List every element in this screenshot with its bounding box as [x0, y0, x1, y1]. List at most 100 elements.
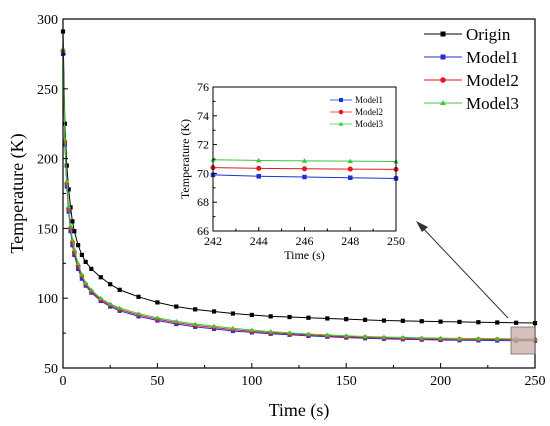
inset-legend-marker-model2 [338, 109, 344, 115]
data-point-origin [79, 252, 84, 258]
legend-marker-model3 [440, 100, 446, 106]
x-tick-label: 150 [336, 374, 357, 389]
data-point-model3 [117, 305, 123, 310]
data-point-model3 [287, 330, 293, 335]
data-point-origin [476, 320, 481, 325]
data-point-origin [306, 315, 311, 320]
y-tick-label: 300 [37, 13, 58, 28]
inset-data-point-model3 [301, 158, 308, 163]
data-point-model1 [70, 243, 75, 248]
data-point-origin [287, 314, 292, 320]
y-tick-label: 250 [37, 83, 58, 98]
inset-legend-label-model3: Model3 [355, 119, 383, 129]
inset-data-point-model3 [256, 157, 262, 163]
data-point-model3 [419, 335, 425, 340]
x-tick-label: 250 [525, 374, 546, 389]
legend: Origin Model1 Model2 Model3 [424, 25, 519, 113]
data-point-origin [98, 275, 103, 280]
data-point-origin [514, 320, 519, 325]
data-point-origin [344, 317, 349, 322]
legend-marker-model2 [440, 77, 446, 83]
data-point-origin [400, 318, 405, 323]
data-point-model3 [230, 325, 236, 331]
inset-legend-marker-model1 [339, 98, 343, 102]
zoom-annotation [416, 221, 536, 355]
y-tick-label: 100 [37, 292, 58, 307]
data-point-model1 [79, 276, 84, 281]
x-tick-label: 0 [60, 374, 67, 389]
inset-x-tick-label: 246 [296, 234, 314, 248]
y-tick-label: 50 [44, 362, 58, 377]
data-point-origin [136, 294, 141, 299]
data-point-origin [117, 287, 122, 292]
data-point-model3 [83, 280, 89, 285]
data-point-model3 [324, 332, 330, 337]
x-tick-label: 100 [241, 374, 262, 389]
data-point-model3 [475, 336, 481, 341]
data-point-origin [325, 316, 330, 321]
inset-plot: 242 244 246 248 250 66 68 70 72 74 76 Time (s) Tempe… [178, 80, 405, 262]
data-point-model3 [136, 311, 142, 316]
data-point-origin [381, 318, 387, 323]
inset-y-tick-label: 68 [197, 195, 209, 209]
data-point-model3 [343, 333, 349, 338]
data-point-origin [64, 163, 69, 168]
legend-label-model3: Model3 [466, 94, 519, 113]
data-point-origin [438, 319, 443, 324]
data-point-model3 [69, 237, 75, 242]
inset-x-tick-label: 248 [341, 234, 359, 248]
x-tick-label: 200 [430, 374, 451, 389]
data-point-model3 [68, 223, 74, 228]
data-point-model3 [438, 335, 444, 340]
inset-y-tick-label: 70 [197, 166, 209, 180]
legend-marker-model1 [440, 54, 446, 60]
data-point-model3 [268, 329, 274, 334]
inset-legend: Model1 Model2 Model3 [330, 95, 383, 129]
data-point-model3 [98, 295, 104, 300]
inset-data-point-model2 [256, 165, 262, 171]
legend-label-model1: Model1 [466, 48, 519, 67]
data-point-model3 [79, 272, 85, 277]
data-point-origin [230, 311, 236, 316]
inset-x-axis-title: Time (s) [284, 248, 325, 262]
data-point-model1 [76, 266, 81, 271]
data-point-model3 [88, 287, 94, 292]
data-point-model3 [154, 315, 160, 320]
inset-y-tick-label: 72 [197, 138, 209, 152]
data-point-origin [70, 219, 75, 224]
data-point-origin [193, 307, 198, 312]
y-tick-label: 150 [37, 222, 58, 237]
data-point-origin [495, 320, 500, 325]
data-point-model3 [66, 203, 72, 208]
inset-y-axis-title: Temperature (K) [178, 119, 192, 199]
data-point-origin [76, 243, 81, 248]
zoom-arrow-line [419, 224, 509, 319]
zoom-box [510, 326, 536, 355]
inset-legend-marker-model3 [338, 121, 344, 126]
inset-legend-label-model2: Model2 [355, 107, 383, 117]
data-point-origin [89, 266, 94, 271]
data-point-model3 [64, 178, 70, 183]
legend-marker-origin [440, 31, 446, 37]
data-point-model3 [71, 246, 77, 252]
inset-y-tick-label: 66 [197, 224, 209, 238]
x-tick-label: 50 [150, 374, 164, 389]
data-point-model3 [400, 335, 406, 340]
inset-x-tick-label: 244 [250, 234, 268, 248]
data-point-model3 [107, 301, 113, 306]
data-point-model3 [494, 336, 500, 341]
data-point-model3 [249, 327, 255, 332]
legend-label-origin: Origin [466, 25, 511, 44]
inset-y-tick-label: 76 [197, 80, 209, 94]
data-point-model1 [72, 252, 77, 258]
data-point-origin [72, 229, 77, 234]
data-point-origin [457, 319, 462, 325]
inset-data-point-model3 [347, 158, 353, 164]
legend-label-model2: Model2 [466, 71, 519, 90]
inset-data-point-model1 [302, 174, 307, 180]
data-point-model3 [456, 336, 462, 341]
data-point-origin [174, 304, 179, 309]
inset-data-point-model2 [347, 166, 353, 172]
